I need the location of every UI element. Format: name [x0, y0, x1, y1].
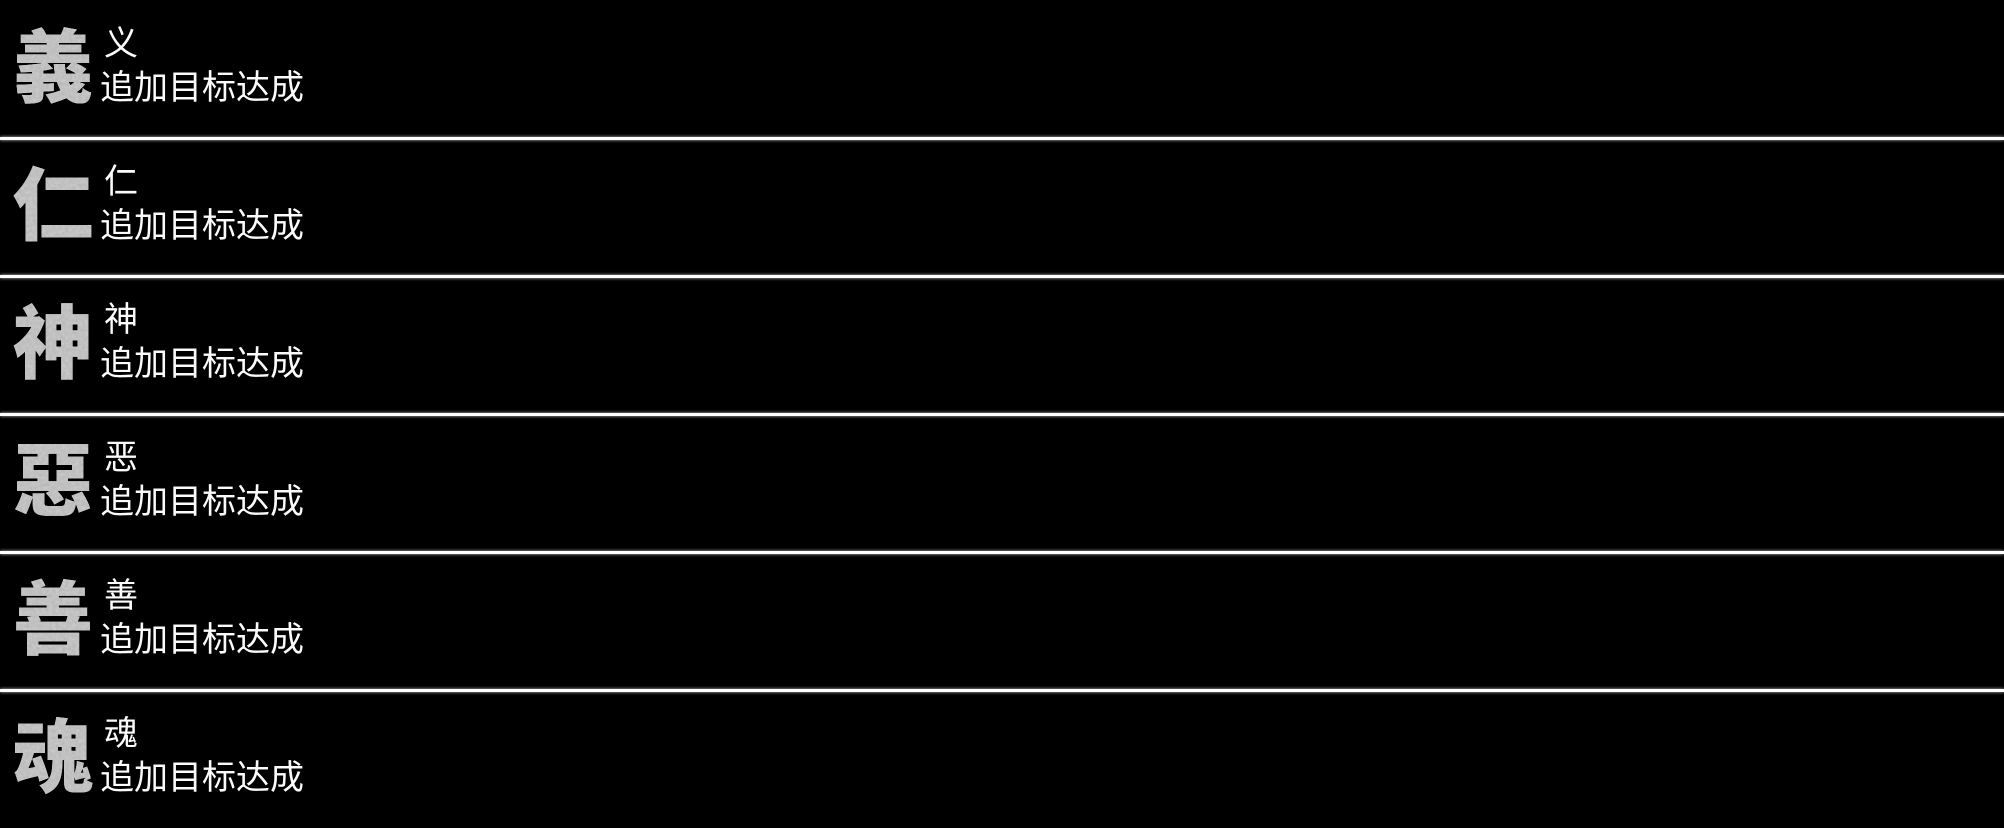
svg-text:義: 義: [13, 4, 93, 120]
svg-text:惡: 惡: [13, 418, 93, 534]
svg-text:仁: 仁: [13, 142, 93, 258]
svg-text:魂: 魂: [13, 694, 93, 810]
svg-text:神: 神: [13, 280, 93, 396]
svg-text:善: 善: [13, 556, 93, 672]
